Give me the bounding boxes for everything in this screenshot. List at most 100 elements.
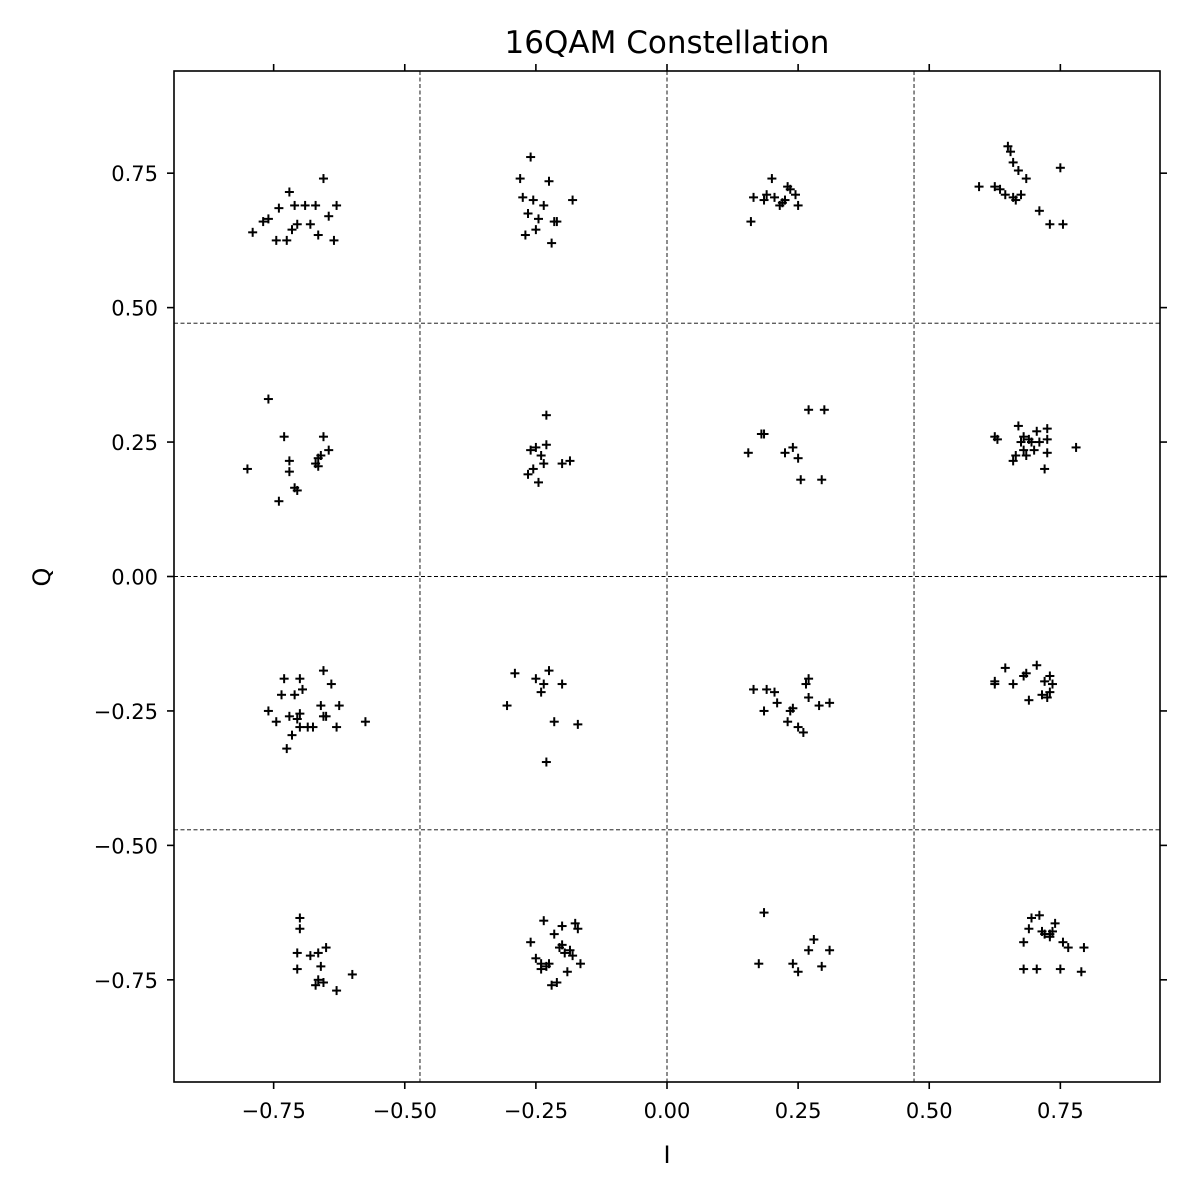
constellation-point [1013,165,1023,175]
constellation-point [804,692,814,702]
constellation-point [743,448,753,458]
constellation-point [788,442,798,452]
constellation-point [290,200,300,210]
constellation-point [1058,937,1068,947]
constellation-point [295,924,305,934]
constellation-point [332,200,342,210]
constellation-point [1027,913,1037,923]
constellation-point [324,445,334,455]
constellation-point [536,964,546,974]
constellation-point [539,200,549,210]
constellation-point [536,451,546,461]
constellation-point [292,714,302,724]
constellation-point [284,711,294,721]
constellation-point [562,967,572,977]
constellation-point [541,440,551,450]
constellation-point [528,464,538,474]
constellation-point [523,209,533,219]
constellation-point [531,953,541,963]
constellation-point [539,916,549,926]
x-tick-label: −0.75 [241,1099,305,1123]
constellation-point [565,456,575,466]
constellation-point [1029,445,1039,455]
constellation-point [1016,190,1026,200]
constellation-point [316,701,326,711]
constellation-point [292,964,302,974]
axis-ticks: −0.75 −0.50 −0.25 0.00 0.25 0.50 0.75 0.75 0.50 0… [94,64,1167,1123]
constellation-point [277,690,287,700]
constellation-point [534,214,544,224]
constellation-point [287,225,297,235]
constellation-point [321,711,331,721]
constellation-point [814,701,824,711]
constellation-point [749,684,759,694]
constellation-point [549,717,559,727]
constellation-point [318,978,328,988]
constellation-point [539,459,549,469]
constellation-point [1071,442,1081,452]
constellation-point [767,174,777,184]
constellation-point [1045,671,1055,681]
constellation-point [990,679,1000,689]
constellation-point [793,200,803,210]
constellation-point [770,687,780,697]
x-tick-label: 0.50 [906,1099,953,1123]
constellation-point [770,192,780,202]
constellation-point [1037,690,1047,700]
constellation-point [1034,206,1044,216]
constellation-point [282,235,292,245]
chart-title: 16QAM Constellation [505,25,830,61]
constellation-point [759,429,769,439]
constellation-point [1024,695,1034,705]
constellation-point [798,727,808,737]
constellation-point [1042,434,1052,444]
constellation-point [295,709,305,719]
constellation-point [1011,195,1021,205]
constellation-point [316,451,326,461]
constellation-point [1045,219,1055,229]
constellation-point [284,187,294,197]
y-tick-label: −0.25 [94,700,158,724]
constellation-point [295,913,305,923]
constellation-point [793,967,803,977]
constellation-point [1045,932,1055,942]
constellation-point [526,445,536,455]
constellation-point [759,706,769,716]
constellation-point [1011,451,1021,461]
y-tick-label: 0.50 [111,297,158,321]
constellation-point [557,940,567,950]
y-tick-label: 0.75 [111,162,158,186]
constellation-point [1021,451,1031,461]
constellation-point [274,203,284,213]
constellation-point [762,190,772,200]
constellation-point [817,475,827,485]
constellation-point [1042,448,1052,458]
constellation-point [1045,687,1055,697]
constellation-point [248,227,258,237]
constellation-point [1021,668,1031,678]
constellation-point [557,459,567,469]
constellation-point [324,211,334,221]
constellation-point [1034,437,1044,447]
constellation-point [284,467,294,477]
constellation-point [801,679,811,689]
constellation-point [531,225,541,235]
constellation-point [762,684,772,694]
constellation-points [242,141,1089,996]
constellation-point [575,959,585,969]
constellation-point [573,719,583,729]
constellation-point [502,701,512,711]
constellation-point [560,948,570,958]
constellation-point [995,184,1005,194]
constellation-point [295,722,305,732]
constellation-point [534,477,544,487]
constellation-point [544,176,554,186]
constellation-point [518,192,528,202]
x-tick-label: −0.50 [373,1099,437,1123]
constellation-point [1021,174,1031,184]
constellation-point [279,432,289,442]
constellation-point [305,951,315,961]
constellation-point [1019,445,1029,455]
constellation-point [1042,692,1052,702]
